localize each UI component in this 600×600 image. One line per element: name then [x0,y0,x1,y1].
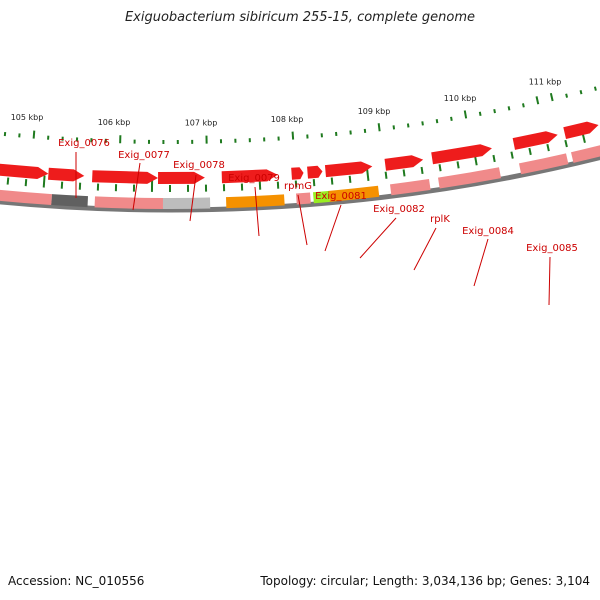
scale-tick [507,106,511,111]
scale-tick [593,86,597,91]
scale-tick [435,119,439,124]
scale-tick [579,90,583,95]
scale-label: 111 kbp [529,77,562,86]
scale-tick [478,111,482,116]
label-leader-line [413,227,437,271]
genome-backbone [0,154,600,213]
outer-tick [528,147,532,156]
label-leader-line [359,217,397,259]
gene-label-rplK: rplK [430,214,450,225]
outer-tick [348,175,352,183]
outer-tick [456,161,460,169]
scale-tick [565,93,569,98]
label-leader-line [189,174,197,222]
gene-band [226,194,285,209]
gene-band [438,167,502,189]
outer-tick [402,169,406,177]
scale-tick [392,125,396,130]
scale-tick [522,103,525,108]
gene-band [329,185,380,202]
scale-label: 107 kbp [185,119,218,128]
cds-arrow [291,167,304,180]
scale-tick [549,92,554,102]
gene-label-rpmG: rpmG [284,181,312,192]
label-leader-line [473,238,489,287]
scale-tick [450,116,453,121]
outer-tick [312,179,316,187]
gene-label-g0082: Exig_0082 [373,204,425,215]
scale-label: 106 kbp [98,118,131,127]
gene-label-g0079: Exig_0079 [228,173,280,184]
cds-arrow [563,121,599,139]
outer-tick [564,139,568,148]
label-leader-line [254,186,260,237]
accession-text: Accession: NC_010556 [8,574,145,588]
scale-tick [535,96,540,105]
outer-tick [366,168,370,181]
scale-tick [493,108,496,114]
gene-band [0,189,52,206]
cds-arrow [307,165,323,179]
scale-tick [377,123,381,132]
outer-tick [510,151,514,159]
gene-label-g0077: Exig_0077 [118,150,170,161]
scale-label: 105 kbp [11,113,44,122]
label-leader-line [324,204,342,252]
gene-band [51,194,88,208]
gene-band [571,145,600,163]
cds-arrow [431,144,492,165]
gene-band [162,197,211,210]
scale-tick [463,110,468,119]
scale-tick [291,131,295,140]
label-leader-line [297,194,308,246]
cds-arrow [92,170,159,184]
cds-arrow [384,155,424,171]
scale-tick [421,121,424,126]
cds-arrow [324,161,373,178]
scale-label: 108 kbp [271,115,304,124]
scale-tick [406,123,410,128]
cds-arrow [48,167,85,182]
outer-tick [24,179,28,187]
outer-tick [546,143,550,152]
scale-label: 109 kbp [358,107,391,116]
cds-arrow [221,169,278,184]
gene-band [296,192,311,205]
gene-label-g0081: Exig_0081 [315,191,367,202]
cds-arrow [512,131,558,150]
outer-tick [492,154,496,163]
genome-summary-text: Topology: circular; Length: 3,034,136 bp… [260,574,590,588]
outer-tick [384,171,388,179]
gene-band [94,196,163,209]
cds-arrow [158,171,205,184]
gene-label-g0076: Exig_0076 [58,138,110,149]
outer-tick [6,177,10,185]
gene-band [519,153,569,175]
gene-label-g0085: Exig_0085 [526,243,578,254]
gene-band [390,179,431,196]
scale-label: 110 kbp [444,94,477,103]
page-title: Exiguobacterium sibiricum 255-15, comple… [124,10,476,25]
scale-tick [32,130,36,139]
outer-tick [330,177,334,185]
label-leader-line [548,256,551,306]
cds-arrow [0,163,49,179]
gene-label-g0084: Exig_0084 [462,226,514,237]
label-leader-line [132,162,141,211]
gene-label-g0078: Exig_0078 [173,160,225,171]
outer-tick [42,175,46,188]
outer-tick [420,166,424,175]
gene-band [313,190,330,204]
outer-tick [438,164,442,172]
